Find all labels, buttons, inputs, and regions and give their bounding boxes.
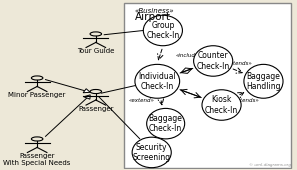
Ellipse shape xyxy=(244,64,283,98)
Text: Passenger: Passenger xyxy=(78,106,113,112)
Text: «extends»: «extends» xyxy=(224,61,252,66)
Ellipse shape xyxy=(135,64,180,98)
Text: © uml-diagrams.org: © uml-diagrams.org xyxy=(249,163,291,167)
Ellipse shape xyxy=(143,15,182,46)
Text: «extends»: «extends» xyxy=(231,98,259,103)
FancyBboxPatch shape xyxy=(124,3,291,168)
Text: Individual
Check-In: Individual Check-In xyxy=(138,72,176,91)
Text: Security
Screening: Security Screening xyxy=(133,143,171,162)
Ellipse shape xyxy=(147,108,185,139)
Text: Passenger
With Special Needs: Passenger With Special Needs xyxy=(4,153,71,166)
Text: Group
Check-In: Group Check-In xyxy=(146,21,179,40)
Text: «extend»: «extend» xyxy=(129,98,155,103)
Text: Counter
Check-In: Counter Check-In xyxy=(197,51,230,71)
Polygon shape xyxy=(83,89,90,93)
Ellipse shape xyxy=(132,137,171,168)
Ellipse shape xyxy=(194,46,233,76)
Text: Tour Guide: Tour Guide xyxy=(77,48,115,54)
Text: Kiosk
Check-In: Kiosk Check-In xyxy=(205,95,238,115)
Text: «Business»: «Business» xyxy=(135,7,175,14)
Text: Baggage
Check-In: Baggage Check-In xyxy=(149,114,183,133)
Text: Minor Passenger: Minor Passenger xyxy=(8,92,66,98)
Ellipse shape xyxy=(202,90,241,120)
Text: Airport: Airport xyxy=(135,12,171,22)
Text: «includes»: «includes» xyxy=(176,53,205,58)
Polygon shape xyxy=(84,95,90,99)
Text: Baggage
Handling: Baggage Handling xyxy=(246,72,281,91)
